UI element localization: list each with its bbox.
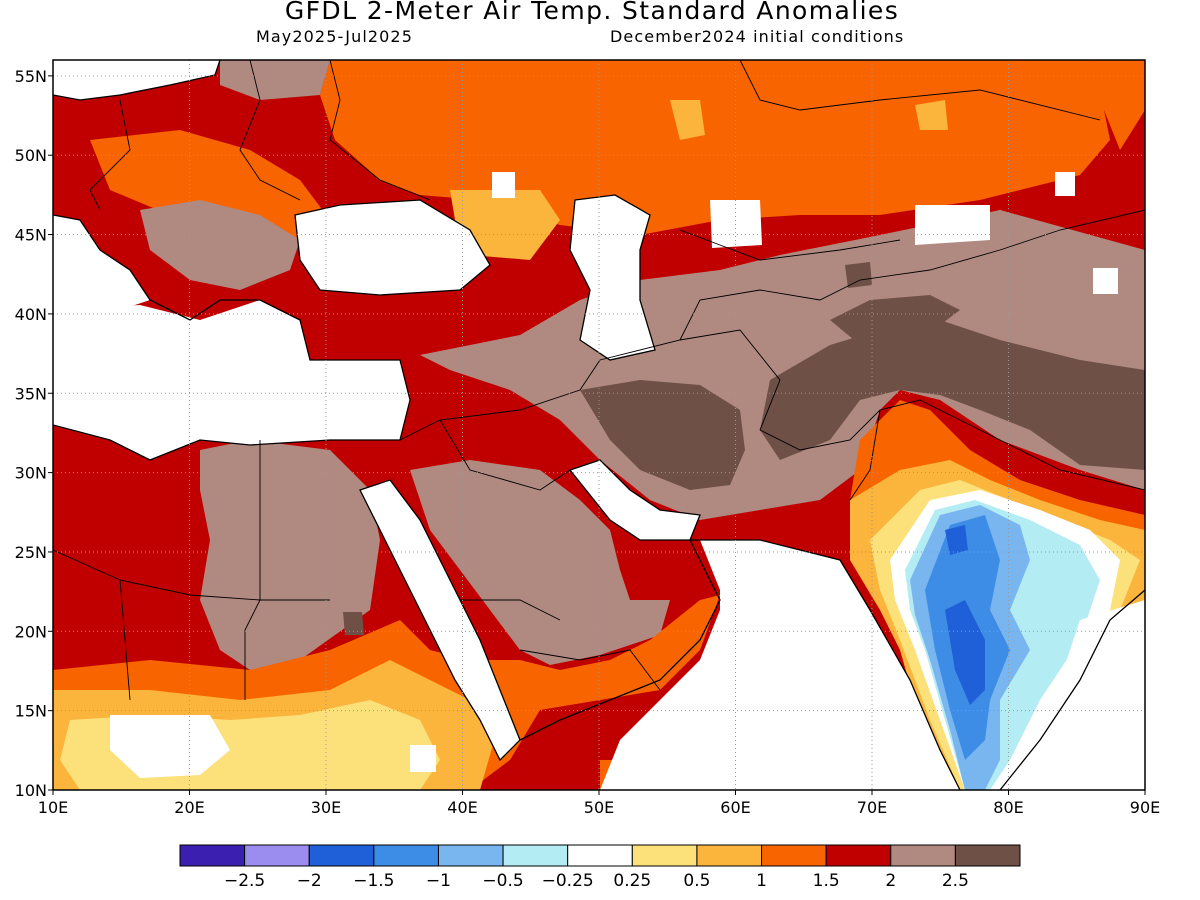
colorbar-label: −2 xyxy=(297,871,322,891)
fill-brown-dark-sahara xyxy=(343,612,364,635)
colorbar-label: 0.25 xyxy=(613,871,651,891)
lat-label: 50N xyxy=(15,146,47,165)
fill-white-arabiansea xyxy=(600,540,960,790)
fill-deepblue-india xyxy=(945,600,985,705)
colorbar: −2.5 −2 −1.5 −1 −0.5 −0.25 0.25 0.5 1 1.5 2 2.5 xyxy=(179,844,1021,891)
colorbar-label: 1 xyxy=(756,871,767,891)
fill-white-small-3 xyxy=(1093,268,1118,294)
colorbar-swatch xyxy=(502,844,569,867)
lon-label: 30E xyxy=(311,798,341,817)
lat-label: 10N xyxy=(15,781,47,800)
colorbar-label: −0.5 xyxy=(482,871,523,891)
fill-brown-balkans xyxy=(140,200,300,290)
lat-label: 40N xyxy=(15,305,47,324)
fill-white-blacksea xyxy=(295,200,490,295)
fill-white-redsea xyxy=(360,480,520,760)
gridlines xyxy=(53,60,1145,790)
fill-brown-dark-small xyxy=(845,262,872,288)
fill-yellow-patch-kz xyxy=(670,100,705,140)
fill-brown-dark-tienshan xyxy=(830,295,960,345)
colorbar-label: −0.25 xyxy=(542,871,594,891)
colorbar-label: −2.5 xyxy=(224,871,265,891)
colorbar-label: −1 xyxy=(426,871,451,891)
colorbar-swatch xyxy=(567,844,633,867)
fill-white-small-4 xyxy=(410,745,436,772)
colorbar-swatch xyxy=(244,844,310,867)
fill-white-gulf xyxy=(570,460,700,540)
lon-label: 70E xyxy=(857,798,887,817)
colorbar-swatch xyxy=(890,844,956,867)
lat-label: 25N xyxy=(15,543,47,562)
lon-label: 10E xyxy=(38,798,68,817)
chart-title: GFDL 2-Meter Air Temp. Standard Anomalie… xyxy=(284,0,900,25)
fill-orange-ukraine xyxy=(90,130,330,250)
fill-yellow-patch-ru xyxy=(915,100,948,130)
fill-white-balkhash xyxy=(915,205,990,245)
colorbar-label: 0.5 xyxy=(683,871,710,891)
fill-white-mediterranean xyxy=(53,300,410,460)
lon-label: 60E xyxy=(720,798,750,817)
colorbar-label: 1.5 xyxy=(813,871,840,891)
colorbar-swatch xyxy=(954,844,1021,867)
colorbar-swatch xyxy=(631,844,698,867)
fill-brown-dark-iran xyxy=(580,380,745,490)
initial-conditions: December2024 initial conditions xyxy=(610,27,905,46)
fill-white-bengal xyxy=(1000,600,1145,790)
coastlines xyxy=(53,60,1145,790)
fill-brown-sahara xyxy=(200,440,380,670)
country-borders xyxy=(53,60,1145,701)
fill-white-sahel xyxy=(110,715,230,778)
lat-label: 35N xyxy=(15,384,47,403)
fill-white-med-west xyxy=(53,215,150,310)
lon-label: 90E xyxy=(1130,798,1160,817)
fill-white-small-2 xyxy=(1055,172,1075,196)
lat-label: 55N xyxy=(15,67,47,86)
lat-label: 20N xyxy=(15,622,47,641)
lon-label: 20E xyxy=(174,798,204,817)
fill-deepblue-india-2 xyxy=(945,525,968,555)
fill-white-baltic xyxy=(53,60,220,100)
colorbar-label: 2 xyxy=(885,871,896,891)
fill-brown-arabia xyxy=(410,460,670,665)
colorbar-swatch xyxy=(308,844,375,867)
colorbar-swatch xyxy=(696,844,763,867)
fill-brown-iran xyxy=(420,210,1145,520)
lon-label: 40E xyxy=(447,798,477,817)
fill-white-caspian xyxy=(570,195,655,360)
forecast-period: May2025-Jul2025 xyxy=(256,27,413,46)
colorbar-swatch xyxy=(437,844,504,867)
map-area xyxy=(53,60,1145,790)
fill-orange-east-edge xyxy=(1090,60,1145,150)
fill-orange-india-north xyxy=(850,400,1145,540)
colorbar-swatch xyxy=(179,844,246,867)
lat-label: 15N xyxy=(15,702,47,721)
fill-white-small-1 xyxy=(492,172,515,198)
colorbar-label: 2.5 xyxy=(942,871,969,891)
fill-brown-dark-afgh xyxy=(760,320,1145,470)
colorbar-swatch xyxy=(825,844,892,867)
colorbar-swatch xyxy=(761,844,827,867)
lat-label: 45N xyxy=(15,226,47,245)
lon-label: 50E xyxy=(584,798,614,817)
colorbar-swatch xyxy=(373,844,439,867)
lat-label: 30N xyxy=(15,464,47,483)
colorbar-label: −1.5 xyxy=(353,871,394,891)
lon-label: 80E xyxy=(993,798,1023,817)
fill-brown-north-strip xyxy=(220,60,330,100)
